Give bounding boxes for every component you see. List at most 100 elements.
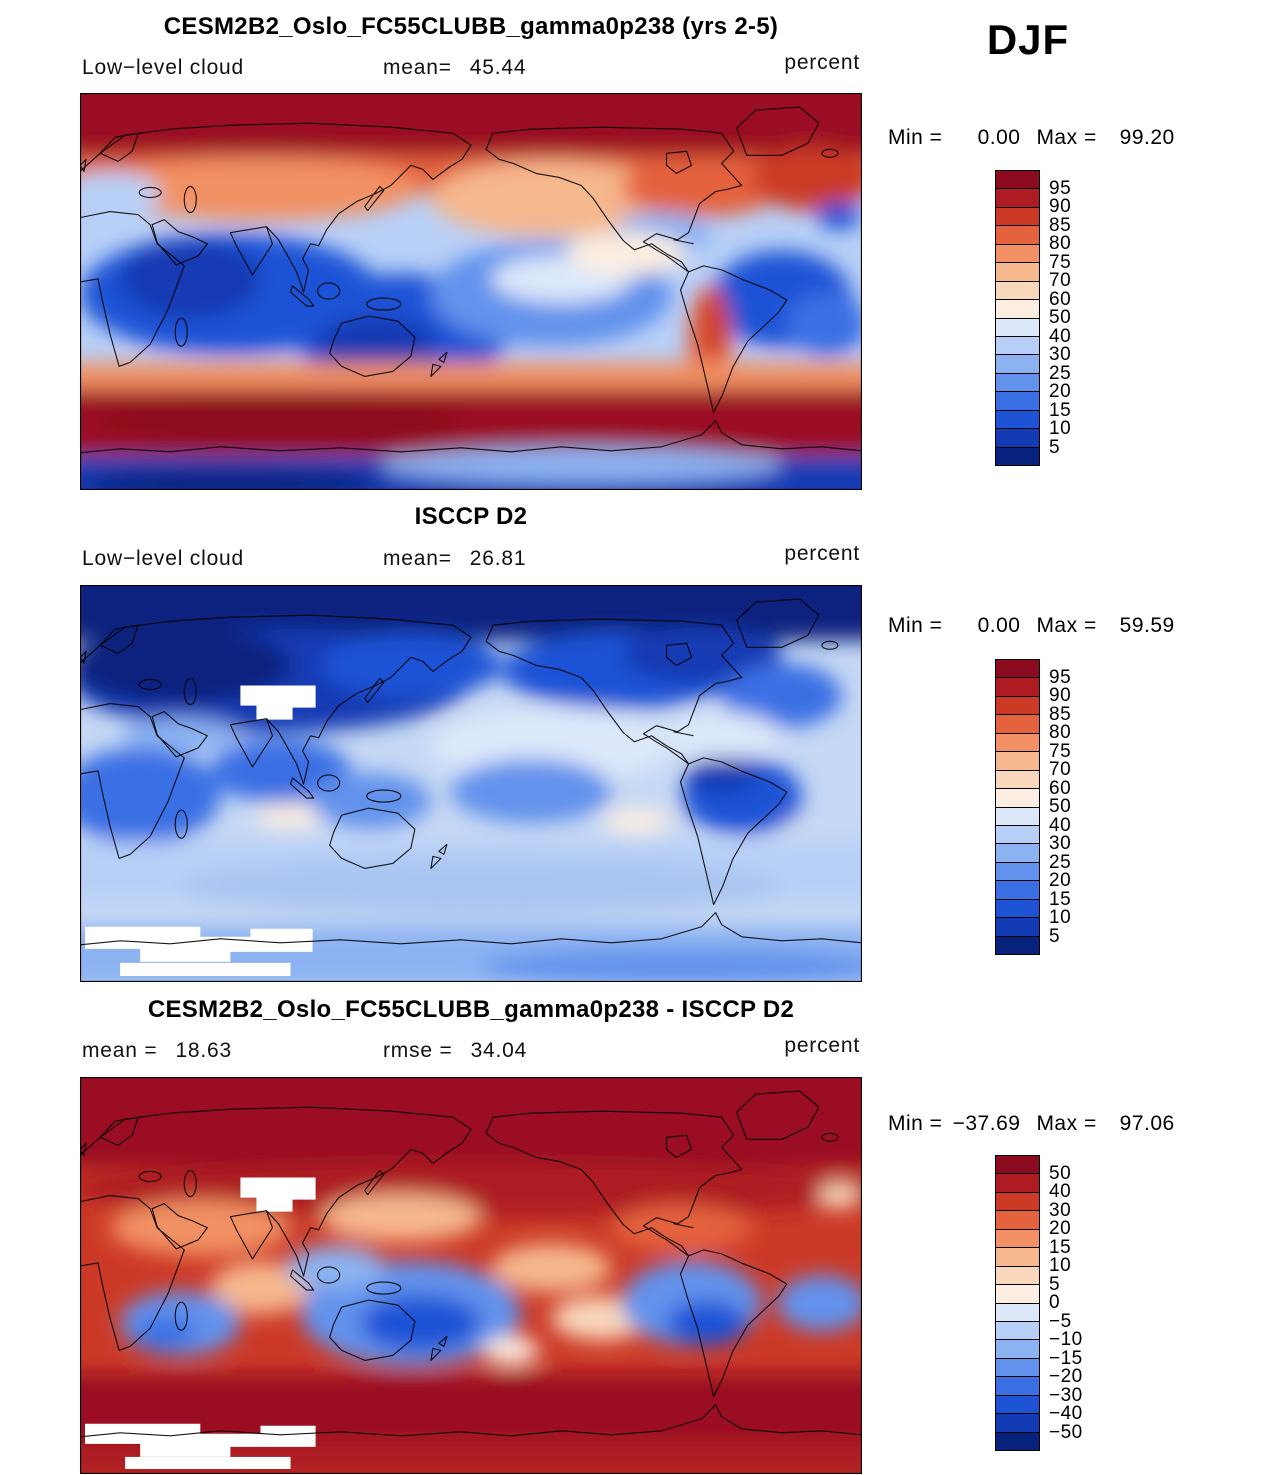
colorbar-cell [996,355,1039,374]
panel3-rmse-stat: rmse = 34.04 [383,1039,527,1063]
colorbar-cell [996,1321,1039,1341]
colorbar-cell [996,318,1039,337]
colorbar-cell [996,1395,1039,1415]
colorbar-tick-label: 10 [1049,907,1072,928]
colorbar-tick-label: 15 [1049,888,1072,910]
colorbar-cell [996,1229,1039,1249]
colorbar-cell [996,1156,1039,1175]
colorbar-cell [996,189,1039,208]
colorbar-cell [996,281,1039,301]
panel2-title: ISCCP D2 [414,503,528,530]
colorbar-tick-label: 95 [1049,666,1072,688]
colorbar-cell [996,1414,1039,1433]
panel3-units-label: percent [784,1034,860,1057]
colorbar-tick-label: 5 [1049,925,1061,947]
panel1-minmax: Min = 0.00 Max = 99.20 [888,126,1208,150]
colorbar-tick-label: −10 [1049,1329,1083,1350]
mean-value: 26.81 [469,547,527,570]
colorbar-cell [996,715,1039,734]
rmse-label: rmse = [383,1039,453,1062]
max-value: 99.20 [1119,126,1175,149]
colorbar-tick-label: −5 [1049,1310,1072,1332]
map-isccp-low-cloud [80,585,862,982]
colorbar-ticks: 50 40 30 20 15 10 5 0 −5 −10 −15 −20 −30 −40 −50 [1049,1155,1119,1451]
colorbar-cell [996,226,1039,245]
colorbar-tick-label: 30 [1049,833,1072,854]
min-label: Min = [888,614,943,637]
min-value: −37.69 [952,1112,1021,1135]
colorbar-tick-label: 10 [1049,418,1072,439]
panel1-colorbar: 95 90 85 80 75 70 60 50 40 30 25 20 15 10 5 [995,170,1125,466]
panel2-minmax: Min = 0.00 Max = 59.59 [888,614,1208,638]
max-label: Max = [1036,126,1097,149]
colorbar-cell [996,1303,1039,1322]
panel3-colorbar: 50 40 30 20 15 10 5 0 −5 −10 −15 −20 −30 −40 −50 [995,1155,1125,1451]
min-label: Min = [888,126,943,149]
panel1-title: CESM2B2_Oslo_FC55CLUBB_gamma0p238 (yrs 2… [163,13,779,40]
max-label: Max = [1036,614,1097,637]
colorbar-tick-label: 50 [1049,796,1072,817]
colorbar-cell [996,1377,1039,1396]
mean-label: mean = [82,1039,158,1062]
colorbar-tick-label: 85 [1049,214,1072,236]
season-label: DJF [986,16,1070,63]
mean-label: mean= [383,56,452,79]
colorbar-tick-label: 30 [1049,344,1072,365]
panel2-header: Low−level cloud mean= 26.81 percent [80,542,862,573]
colorbar-tick-label: 5 [1049,436,1061,458]
colorbar-tick-label: −30 [1049,1384,1083,1406]
colorbar-tick-label: 80 [1049,722,1072,743]
colorbar-cells [995,170,1040,466]
colorbar-cell [996,1174,1039,1193]
colorbar-tick-label: 25 [1049,851,1072,873]
mean-value: 45.44 [469,56,527,79]
colorbar-cell [996,447,1039,465]
max-value: 59.59 [1119,614,1175,637]
colorbar-cell [996,733,1039,753]
colorbar-tick-label: 20 [1049,381,1072,402]
colorbar-tick-label: 90 [1049,196,1072,217]
colorbar-cell [996,300,1039,319]
min-value: 0.00 [977,614,1021,637]
colorbar-tick-label: 40 [1049,814,1072,836]
colorbar-cell [996,752,1039,771]
colorbar-cells [995,1155,1040,1451]
colorbar-cell [996,696,1039,716]
colorbar-tick-label: 20 [1049,870,1072,891]
colorbar-tick-label: 75 [1049,740,1072,762]
colorbar-tick-label: 0 [1049,1292,1061,1313]
colorbar-cell [996,171,1039,190]
colorbar-cells [995,659,1040,955]
colorbar-cell [996,207,1039,227]
colorbar-cell [996,1248,1039,1267]
colorbar-tick-label: 90 [1049,685,1072,706]
colorbar-cell [996,373,1039,393]
colorbar-tick-label: 30 [1049,1199,1072,1221]
colorbar-cell [996,1192,1039,1212]
colorbar-tick-label: 40 [1049,1181,1072,1202]
colorbar-cell [996,263,1039,282]
panel2-variable-label: Low−level cloud [82,547,245,570]
panel2-units-label: percent [784,542,860,565]
panel1-mean-stat: mean= 45.44 [383,56,526,80]
colorbar-tick-label: 60 [1049,288,1072,310]
colorbar-tick-label: 50 [1049,307,1072,328]
rmse-value: 34.04 [470,1039,528,1062]
panel1-variable-label: Low−level cloud [82,56,245,79]
colorbar-tick-label: 25 [1049,362,1072,384]
panel3-title: CESM2B2_Oslo_FC55CLUBB_gamma0p238 - ISCC… [147,996,795,1023]
colorbar-cell [996,936,1039,954]
colorbar-cell [996,336,1039,356]
max-value: 97.06 [1119,1112,1175,1135]
missing-data-regions [85,1177,316,1469]
map-model-low-cloud [80,93,862,490]
colorbar-cell [996,1285,1039,1304]
map-difference [80,1077,862,1474]
panel2-colorbar: 95 90 85 80 75 70 60 50 40 30 25 20 15 10 5 [995,659,1125,955]
colorbar-cell [996,807,1039,826]
colorbar-cell [996,660,1039,679]
colorbar-tick-label: 70 [1049,759,1072,780]
panel1-units-label: percent [784,51,860,74]
colorbar-cell [996,789,1039,808]
colorbar-tick-label: 80 [1049,233,1072,254]
